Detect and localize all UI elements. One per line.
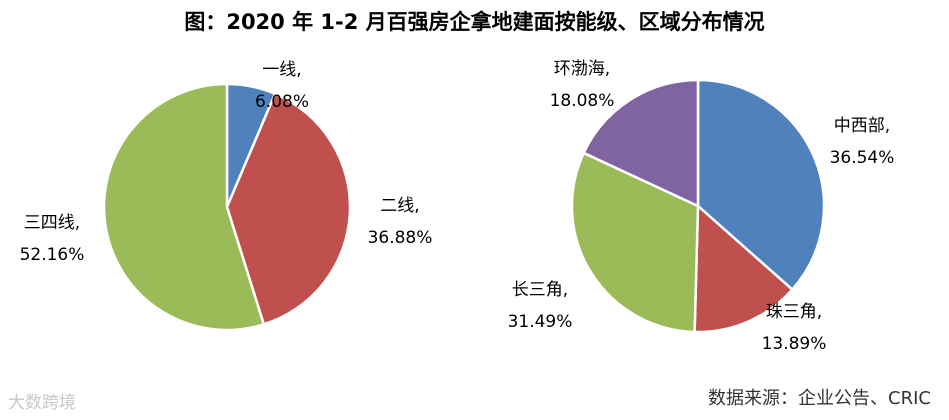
pie1-slice-3-name: 三四线,: [24, 213, 80, 233]
pie2-slice-1: [696, 78, 826, 291]
pie2-slice-3-percent: 31.49%: [508, 312, 573, 332]
pie2-slice-2-percent: 13.89%: [762, 334, 827, 354]
pie2-slice-4-name: 环渤海,: [554, 59, 610, 79]
pie1-slice-3-percent: 52.16%: [20, 245, 85, 265]
pie2-slice-2-name: 珠三角,: [766, 302, 822, 322]
pie1-slice-1-name: 一线,: [262, 60, 301, 80]
chart-title: 图：2020 年 1-2 月百强房企拿地建面按能级、区域分布情况: [184, 10, 765, 34]
pie2-slice-1-name: 中西部,: [834, 116, 890, 136]
pie1-slice-1-percent: 6.08%: [255, 92, 309, 112]
pie2-slice-1-percent: 36.54%: [830, 148, 895, 168]
pie1-slice-2-percent: 36.88%: [368, 228, 433, 248]
pie2-slice-4: [582, 78, 700, 208]
watermark: 大数跨境: [8, 393, 76, 413]
pie2-slice-2: [693, 204, 794, 334]
pie2-slice-3: [570, 151, 700, 334]
source-note: 数据来源：企业公告、CRIC: [708, 388, 931, 409]
pie1-slice-2-name: 二线,: [380, 196, 419, 216]
pie2-slice-3-name: 长三角,: [512, 280, 568, 300]
pie1-slice-2: [225, 92, 352, 326]
pie2-slice-4-percent: 18.08%: [550, 91, 615, 111]
pie1-slice-3: [102, 82, 266, 332]
